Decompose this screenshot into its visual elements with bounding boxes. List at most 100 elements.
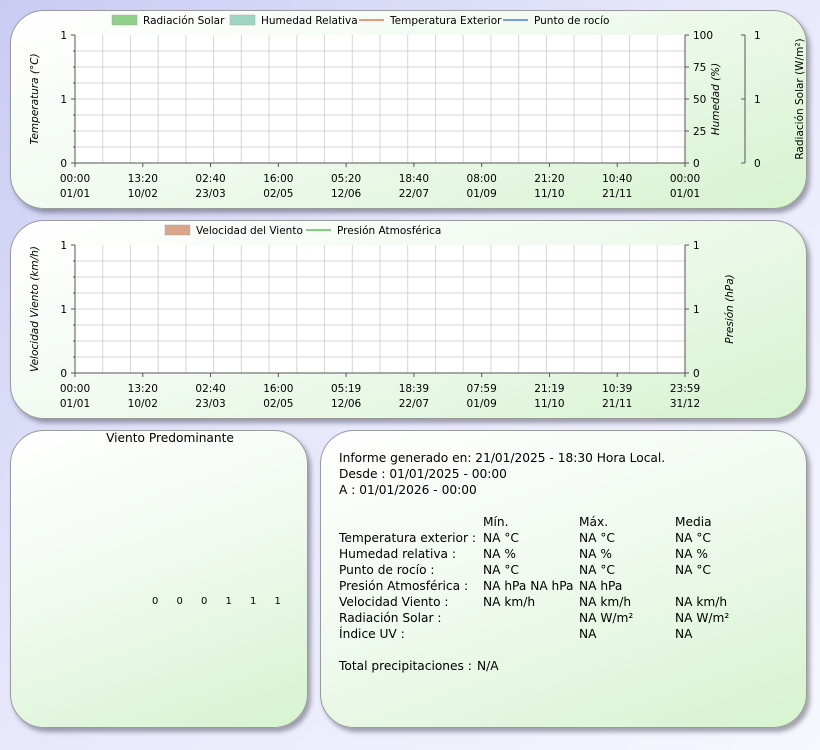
legend-label: Temperatura Exterior bbox=[389, 15, 502, 27]
row-min: NA % bbox=[483, 547, 516, 561]
legend-label: Presión Atmosférica bbox=[337, 225, 441, 237]
row-avg: NA % bbox=[675, 547, 708, 561]
x-tick-label-time: 00:00 bbox=[60, 173, 90, 185]
wind-values: 0 0 0 1 1 1 bbox=[152, 595, 299, 609]
y-left-tick-label: 1 bbox=[60, 240, 67, 252]
x-tick-label-date: 01/01 bbox=[60, 398, 90, 410]
y-right2-axis-title: Radiación Solar (W/m²) bbox=[794, 38, 806, 159]
row-max: NA W/m² bbox=[579, 611, 634, 625]
x-tick-label-time: 07:59 bbox=[467, 383, 497, 395]
y-left-tick-label: 1 bbox=[60, 304, 67, 316]
x-tick-label-time: 08:00 bbox=[467, 173, 497, 185]
chart-wind-pressure: 0 1 1 0 1 1 Velocidad Viento (km/h) Presión (hP… bbox=[29, 224, 736, 410]
row-label: Humedad relativa : bbox=[339, 547, 456, 561]
row-min: NA hPa NA hPa bbox=[483, 579, 574, 593]
y-right-axis-title: Presión (hPa) bbox=[724, 274, 736, 344]
x-tick-label-date: 12/06 bbox=[331, 398, 362, 410]
wind-value: 0 bbox=[176, 596, 183, 607]
row-label: Índice UV : bbox=[339, 627, 405, 641]
y-right-tick-label: 25 bbox=[693, 126, 706, 138]
x-tick-label-time: 21:19 bbox=[534, 383, 564, 395]
row-max: NA hPa bbox=[579, 579, 623, 593]
wind-value: 0 bbox=[152, 596, 159, 607]
row-avg: NA km/h bbox=[675, 595, 728, 609]
header-max: Máx. bbox=[579, 515, 609, 529]
x-tick-label-time: 16:00 bbox=[263, 383, 293, 395]
legend-label: Humedad Relativa bbox=[261, 15, 358, 27]
row-avg: NA °C bbox=[675, 531, 711, 545]
y-right-tick-label: 0 bbox=[693, 368, 700, 380]
x-tick-label-time: 05:20 bbox=[331, 173, 361, 185]
x-tick-label-date: 01/09 bbox=[467, 398, 497, 410]
x-tick-label-date: 23/03 bbox=[195, 398, 225, 410]
y-right-tick-label: 0 bbox=[693, 158, 700, 170]
row-label: Punto de rocío : bbox=[339, 563, 435, 577]
row-avg: NA °C bbox=[675, 563, 711, 577]
x-tick-label-date: 22/07 bbox=[399, 398, 429, 410]
x-tick-label-time: 23:59 bbox=[670, 383, 700, 395]
x-tick-label-time: 02:40 bbox=[195, 383, 225, 395]
x-tick-label-time: 00:00 bbox=[60, 383, 90, 395]
legend-swatch bbox=[164, 224, 191, 236]
legend-swatch bbox=[229, 14, 256, 26]
row-max: NA bbox=[579, 627, 597, 641]
report-generated: Informe generado en: 21/01/2025 - 18:30 … bbox=[339, 451, 666, 465]
row-avg: NA W/m² bbox=[675, 611, 730, 625]
x-tick-label-date: 01/09 bbox=[467, 188, 497, 200]
x-tick-label-time: 13:20 bbox=[128, 173, 158, 185]
x-tick-label-time: 13:20 bbox=[128, 383, 158, 395]
y-right-tick-label: 1 bbox=[693, 240, 700, 252]
report-from: Desde : 01/01/2025 - 00:00 bbox=[339, 467, 507, 481]
y-left-axis-title: Temperatura (°C) bbox=[29, 53, 41, 144]
row-min: NA °C bbox=[483, 531, 519, 545]
x-tick-label-time: 21:20 bbox=[534, 173, 564, 185]
y-right-tick-label: 50 bbox=[693, 94, 706, 106]
row-label: Temperatura exterior : bbox=[339, 531, 476, 545]
x-tick-label-date: 01/01 bbox=[670, 188, 700, 200]
row-min: NA °C bbox=[483, 563, 519, 577]
row-max: NA % bbox=[579, 547, 612, 561]
y-left-tick-label: 1 bbox=[60, 30, 67, 42]
row-label: Velocidad Viento : bbox=[339, 595, 449, 609]
y-right-tick-label: 1 bbox=[693, 304, 700, 316]
x-tick-label-date: 31/12 bbox=[670, 398, 700, 410]
wind-value: 1 bbox=[274, 596, 281, 607]
x-tick-label-date: 11/10 bbox=[534, 398, 564, 410]
x-tick-label-date: 22/07 bbox=[399, 188, 429, 200]
summary-panel bbox=[320, 430, 807, 728]
y-left-tick-label: 1 bbox=[60, 94, 67, 106]
legend-label: Punto de rocío bbox=[534, 15, 609, 27]
wind-value: 1 bbox=[225, 596, 232, 607]
report-to: A : 01/01/2026 - 00:00 bbox=[339, 483, 477, 497]
precip-value: N/A bbox=[477, 659, 499, 673]
row-min: NA km/h bbox=[483, 595, 536, 609]
x-tick-label-date: 02/05 bbox=[263, 188, 293, 200]
y-right2-tick-label: 1 bbox=[754, 94, 761, 106]
row-label: Radiación Solar : bbox=[339, 611, 442, 625]
row-max: NA °C bbox=[579, 563, 615, 577]
y-right-tick-label: 100 bbox=[693, 30, 713, 42]
x-tick-label-time: 02:40 bbox=[195, 173, 225, 185]
header-min: Mín. bbox=[483, 515, 509, 529]
row-max: NA °C bbox=[579, 531, 615, 545]
header-avg: Media bbox=[675, 515, 712, 529]
y-right2-tick-label: 1 bbox=[754, 30, 761, 42]
y-left-tick-label: 0 bbox=[60, 158, 67, 170]
legend-label: Velocidad del Viento bbox=[196, 225, 303, 237]
x-tick-label-date: 12/06 bbox=[331, 188, 362, 200]
precip-label: Total precipitaciones : bbox=[339, 659, 472, 673]
x-tick-label-time: 10:39 bbox=[602, 383, 632, 395]
legend-label: Radiación Solar bbox=[143, 15, 225, 27]
wind-panel bbox=[10, 430, 308, 728]
wind-value: 1 bbox=[250, 596, 257, 607]
x-tick-label-date: 10/02 bbox=[128, 188, 158, 200]
chart-temperature: 0 1 1 0 25 50 75 100 Temperatura (°C) Humedad (%)… bbox=[29, 14, 806, 200]
x-tick-label-time: 18:40 bbox=[399, 173, 429, 185]
x-tick-label-time: 18:39 bbox=[399, 383, 429, 395]
x-tick-label-date: 02/05 bbox=[263, 398, 293, 410]
row-avg: NA bbox=[675, 627, 693, 641]
y-right2-tick-label: 0 bbox=[754, 158, 761, 170]
y-left-axis-title: Velocidad Viento (km/h) bbox=[29, 246, 41, 372]
x-tick-label-date: 11/10 bbox=[534, 188, 564, 200]
y-right-axis-title: Humedad (%) bbox=[710, 63, 722, 136]
